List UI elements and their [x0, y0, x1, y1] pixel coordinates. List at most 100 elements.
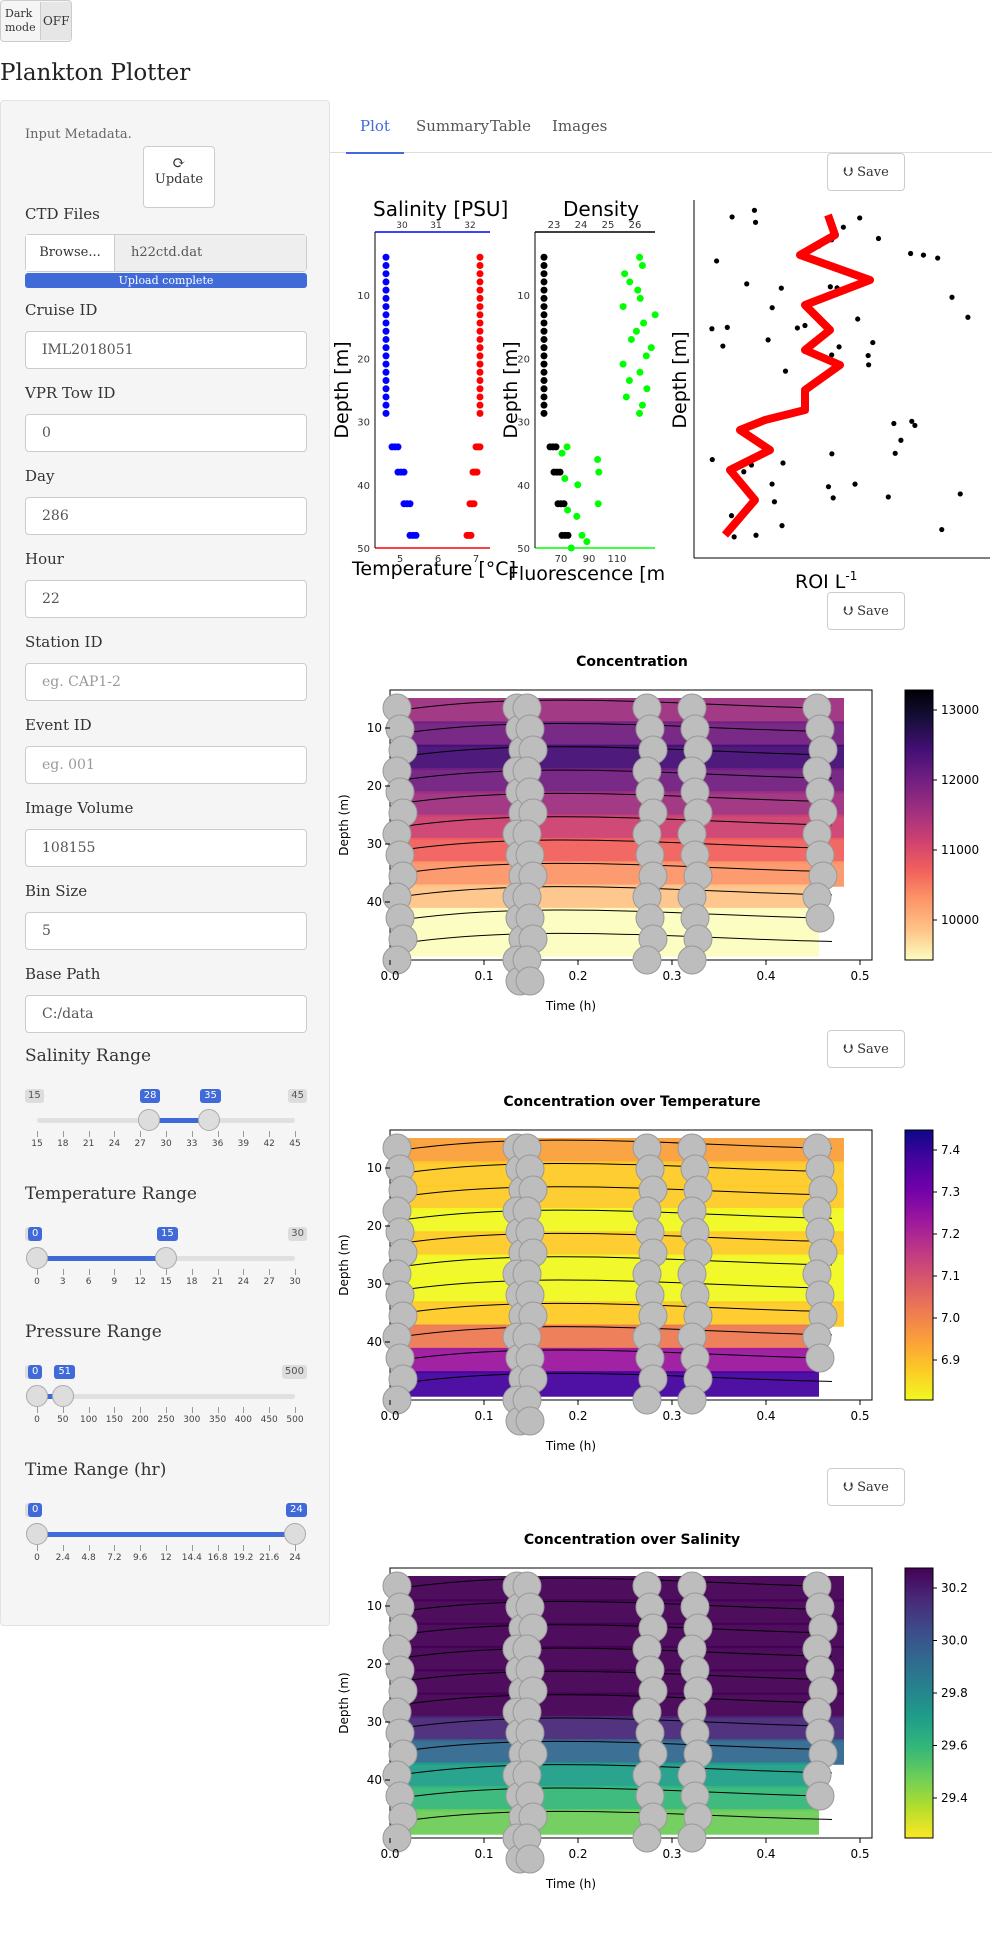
- slider-to-handle[interactable]: [284, 1523, 306, 1545]
- dark-mode-value[interactable]: OFF: [40, 2, 71, 40]
- fluorescence-point: [626, 278, 634, 286]
- colorbar-tick-label: 29.4: [941, 1791, 968, 1805]
- slider-tick-label: 15: [160, 1277, 172, 1287]
- slider-from-handle[interactable]: [26, 1385, 48, 1407]
- salinity-point: [382, 335, 390, 343]
- salinity-point: [400, 468, 408, 476]
- temperature-point: [476, 278, 484, 286]
- slider-min: 15: [25, 1089, 44, 1103]
- x-tick-label: 0.2: [568, 1409, 587, 1423]
- slider-tick-label: 450: [260, 1415, 278, 1425]
- field-input[interactable]: 0: [25, 414, 307, 452]
- contour-band: [392, 1715, 844, 1742]
- slider-from-handle[interactable]: [137, 1109, 160, 1131]
- save-button-concentration[interactable]: ⮋ Save: [827, 592, 905, 630]
- density-point: [540, 319, 548, 327]
- slider-to-handle[interactable]: [198, 1109, 221, 1131]
- contour-band: [392, 1231, 844, 1257]
- save-button-salinity[interactable]: ⮋ Save: [827, 1468, 905, 1506]
- density-title: Density: [563, 197, 639, 221]
- roi-point: [866, 362, 872, 368]
- x-axis-label: Time (h): [545, 1439, 596, 1453]
- density-point: [540, 368, 548, 376]
- contour-line: [399, 816, 833, 828]
- contour-line: [399, 1162, 833, 1175]
- y-tick-label: 20: [367, 1219, 382, 1233]
- x-tick-label: 0.4: [756, 1409, 775, 1423]
- fluorescence-point: [567, 544, 575, 552]
- slider-from-handle[interactable]: [26, 1523, 48, 1545]
- range-slider[interactable]: 0 30 0 15 0 3 6 9 12 15 18 21 24 27 30: [25, 1214, 307, 1294]
- field-input[interactable]: 22: [25, 580, 307, 618]
- contour-line: [399, 1787, 833, 1799]
- contour-line: [399, 792, 833, 805]
- contour-line: [399, 862, 833, 874]
- slider-tick-label: 14.4: [181, 1553, 202, 1563]
- field-input[interactable]: 286: [25, 497, 307, 535]
- density-point: [540, 278, 548, 286]
- range-slider[interactable]: 0 24 0 24 0 2.4 4.8 7.2 9.6 12 14.4 16.8 19.2 21.…: [25, 1490, 307, 1570]
- x-tick-label: 0.0: [380, 1409, 399, 1423]
- slider-tick-label: 12: [160, 1553, 172, 1563]
- fluorescence-point: [651, 311, 659, 319]
- slider-label: Pressure Range: [25, 1322, 162, 1342]
- roi-mean-line: [721, 213, 874, 538]
- roi-point: [782, 368, 789, 374]
- tick-label: 10: [517, 291, 530, 302]
- field-input[interactable]: 5: [25, 912, 307, 950]
- tab-table[interactable]: Table: [490, 117, 532, 135]
- range-slider[interactable]: 0 500 0 51 0 50 100 150 200 250 300 350 400 450 50…: [25, 1352, 307, 1432]
- temperature-point: [476, 286, 484, 294]
- slider-tick-label: 2.4: [55, 1553, 70, 1563]
- contour-line: [399, 1232, 833, 1245]
- field-input[interactable]: 108155: [25, 829, 307, 867]
- fluorescence-point: [636, 253, 644, 261]
- contour-plot: Concentration 0.0 0.1 0.2 0.3 0.4 0.5 10 20 30 40 T…: [337, 654, 979, 1013]
- tab-summary[interactable]: Summary: [416, 117, 489, 135]
- tick-label: 32: [464, 221, 475, 231]
- field-input[interactable]: eg. CAP1-2: [25, 663, 307, 701]
- update-button[interactable]: ⟳ Update: [143, 146, 215, 208]
- field-input[interactable]: eg. 001: [25, 746, 307, 784]
- slider-from-handle[interactable]: [26, 1247, 48, 1269]
- contour-line: [399, 1764, 833, 1776]
- slider-tick-label: 21: [211, 1277, 224, 1287]
- save-button-temperature[interactable]: ⮋ Save: [827, 1030, 905, 1068]
- salinity-point: [382, 393, 390, 401]
- y-tick-label: 10: [367, 1161, 382, 1175]
- contour-line: [399, 722, 833, 735]
- slider-to-handle[interactable]: [52, 1385, 75, 1407]
- density-point: [540, 344, 548, 352]
- file-input[interactable]: Browse... h22ctd.dat: [25, 234, 307, 272]
- main-tabs: Plot Summary Table Images: [330, 100, 992, 154]
- ctd-files-label: CTD Files: [25, 205, 100, 223]
- fluorescence-point: [640, 319, 648, 327]
- salinity-point: [382, 368, 390, 376]
- browse-button[interactable]: Browse...: [26, 235, 115, 271]
- slider-ticks: 15 18 21 24 27 30 33 36 39 42 45: [25, 1131, 307, 1151]
- slider-to-handle[interactable]: [155, 1247, 177, 1269]
- dark-mode-toggle[interactable]: Dark mode OFF: [0, 0, 72, 42]
- x-tick-label: 0.3: [662, 1409, 681, 1423]
- slider-tick-label: 21: [82, 1139, 95, 1149]
- temperature-point: [476, 253, 484, 261]
- contour-plot-title: Concentration over Salinity: [524, 1532, 740, 1548]
- save-button-profile[interactable]: ⮋ Save: [827, 153, 905, 191]
- slider-track[interactable]: [37, 1394, 295, 1399]
- contour-band: [392, 884, 819, 911]
- temperature-point: [476, 311, 484, 319]
- slider-tick-label: 45: [289, 1139, 301, 1149]
- field-input[interactable]: IML2018051: [25, 331, 307, 369]
- roi-point: [728, 513, 735, 519]
- field-input[interactable]: C:/data: [25, 995, 307, 1033]
- colorbar-tick-label: 10000: [941, 913, 979, 927]
- slider-tick-label: 16.8: [207, 1553, 228, 1563]
- tab-images[interactable]: Images: [552, 117, 608, 135]
- contour-band: [392, 1324, 819, 1351]
- fluorescence-point: [636, 294, 644, 302]
- salinity-point: [412, 531, 420, 539]
- temperature-point: [476, 344, 484, 352]
- contour-plot-title: Concentration over Temperature: [503, 1094, 760, 1110]
- tab-plot[interactable]: Plot: [346, 100, 404, 154]
- range-slider[interactable]: 15 45 28 35 15 18 21 24 27 30 33 36 39 42 45: [25, 1076, 307, 1156]
